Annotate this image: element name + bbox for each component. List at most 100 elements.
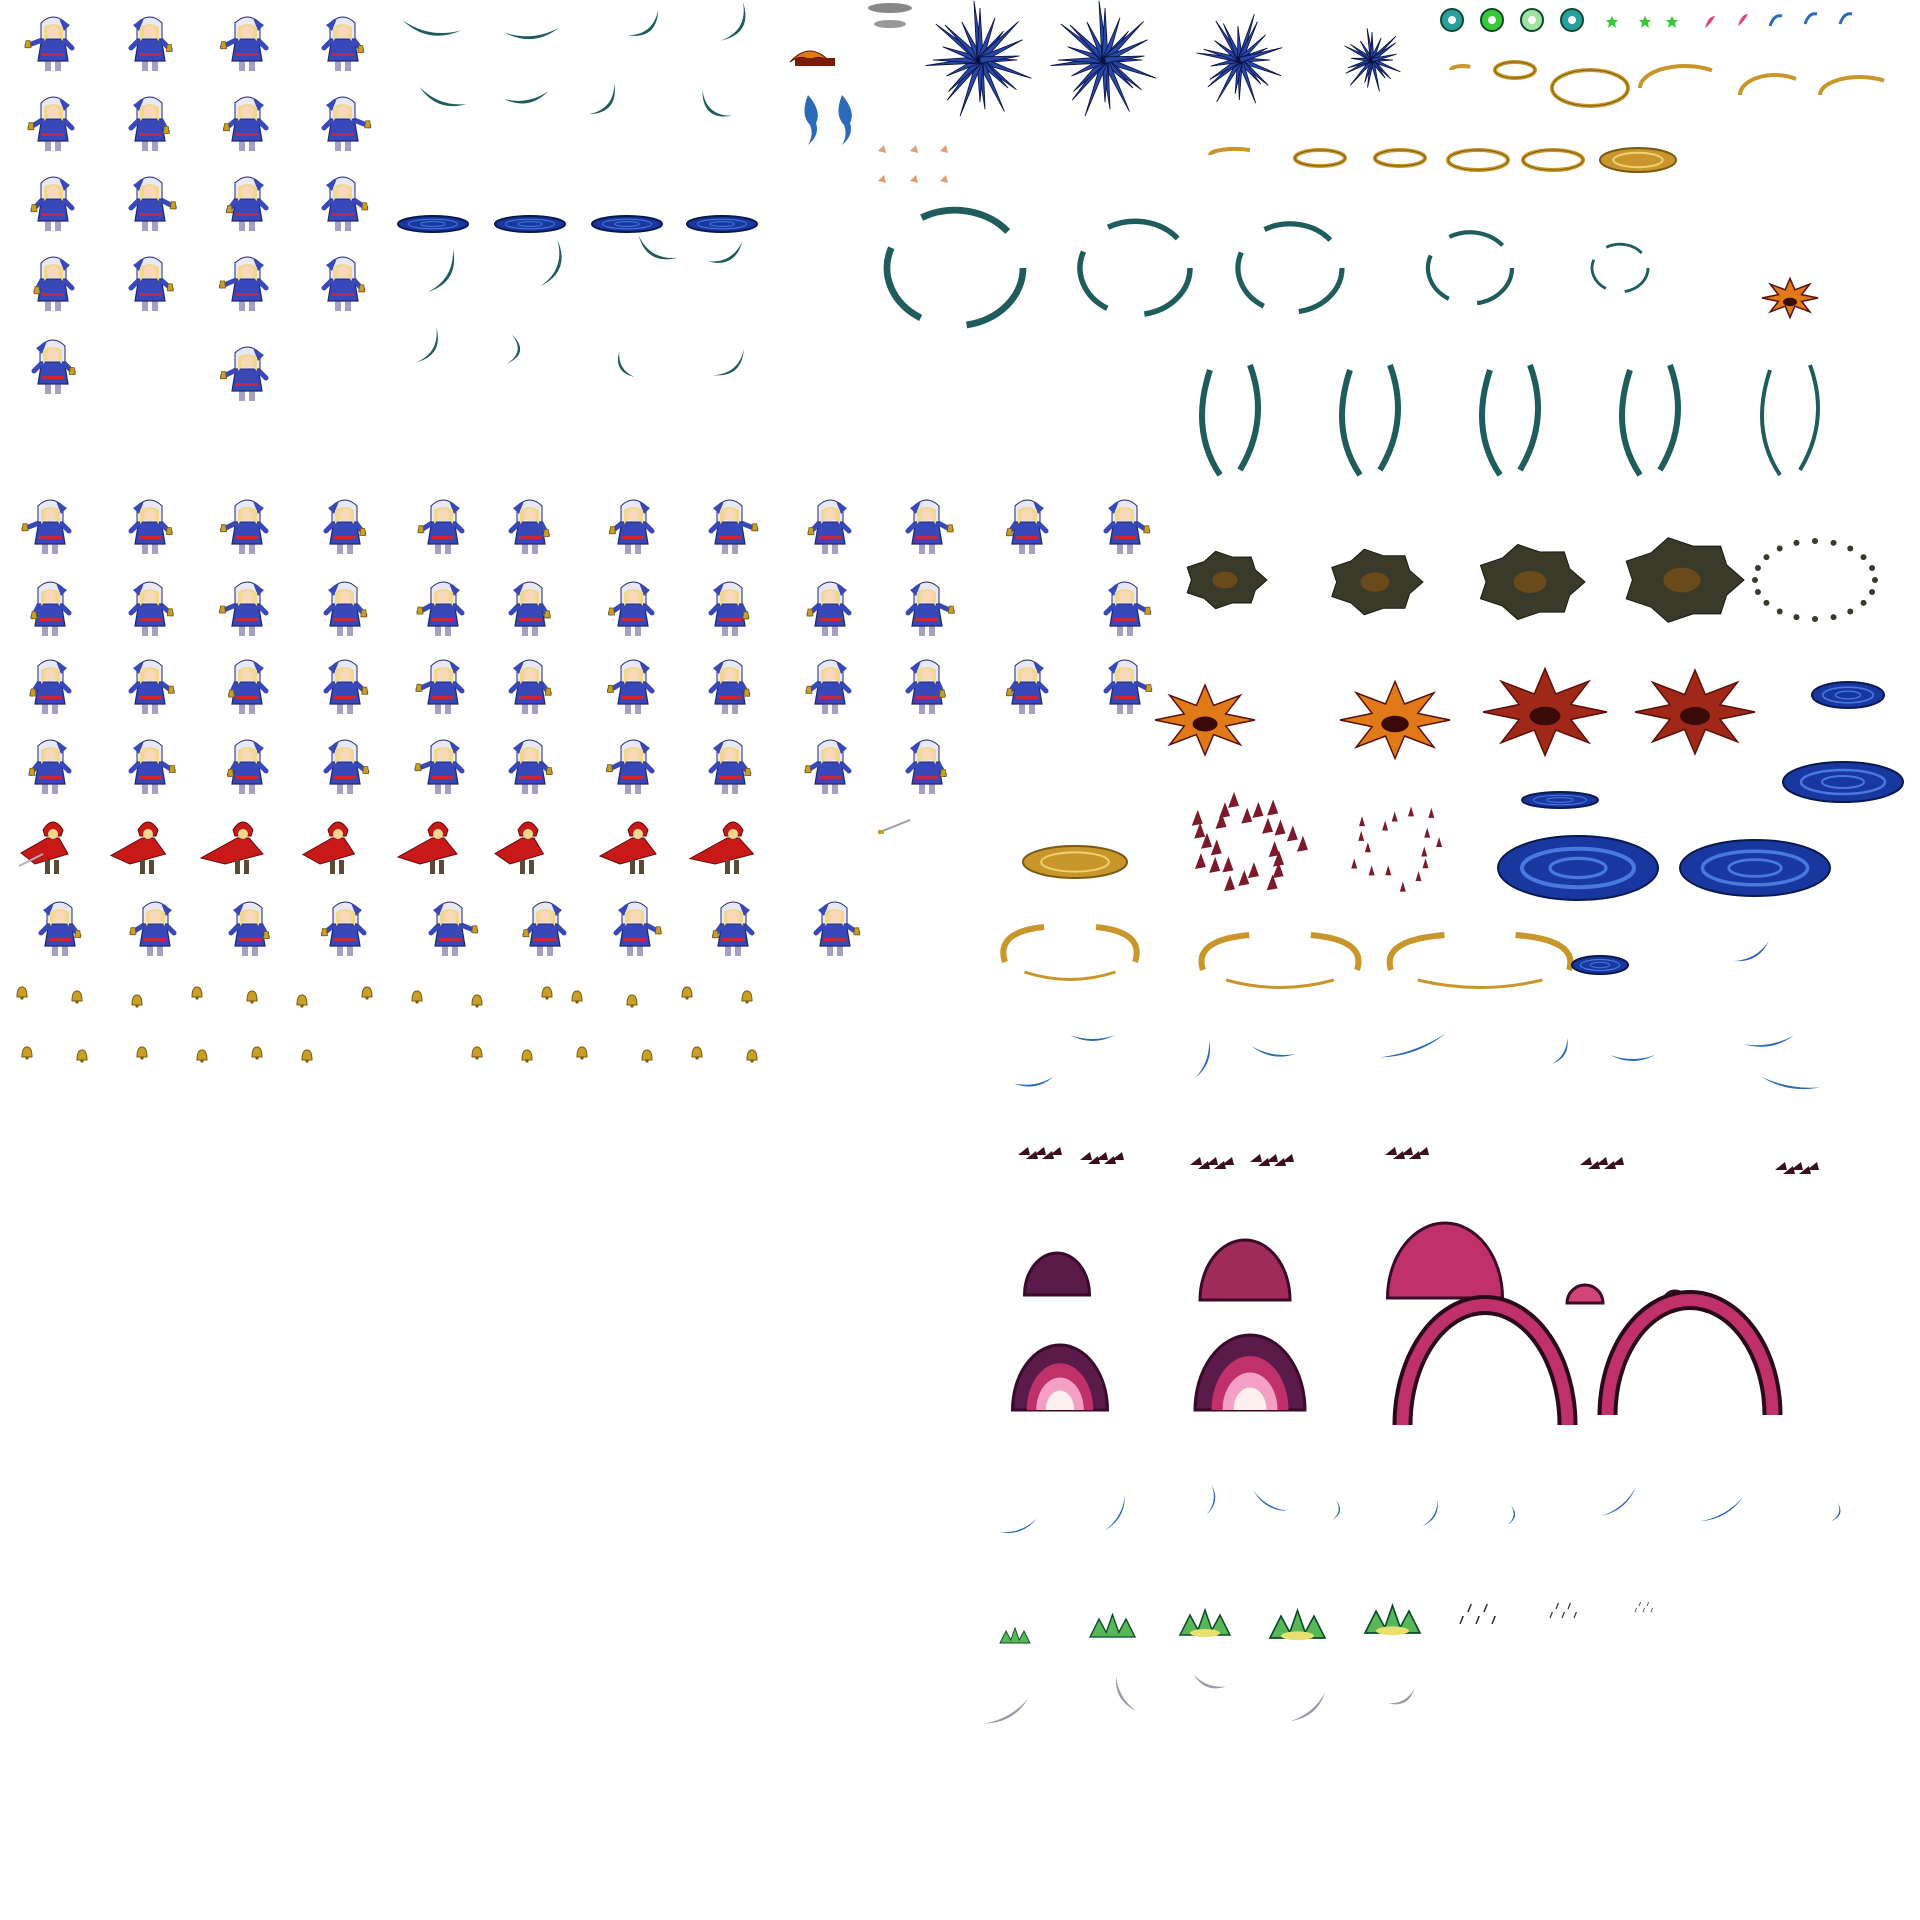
bell-item [21, 1046, 33, 1060]
teal-slash-fx [1590, 242, 1650, 293]
bell-item [16, 986, 28, 1000]
golden-ring-fx [1000, 924, 1140, 981]
dark-wisp-fx [1580, 1157, 1624, 1169]
teal-slash-fx [1479, 363, 1541, 477]
green-splash-fx [1549, 1602, 1577, 1619]
mage-sprite [708, 499, 759, 554]
mage-sprite [1103, 659, 1153, 714]
fire-burst-fx [1634, 668, 1756, 756]
smoke-cloud-fx [1186, 550, 1268, 610]
crystal-burst-fx [925, 0, 1032, 117]
bell-item [691, 1046, 703, 1060]
blue-arc-fx [1610, 1055, 1655, 1061]
mage-sprite [613, 901, 662, 956]
green-orb-icon [1520, 8, 1544, 32]
dark-wisp-fx [1080, 1152, 1124, 1164]
blue-arc-fx [1507, 1505, 1516, 1525]
mage-sprite [219, 256, 269, 311]
teal-slash-fx [617, 351, 635, 377]
bell-item [246, 990, 258, 1004]
green-splash-fx [1268, 1608, 1327, 1641]
bell-item [296, 994, 308, 1008]
golden-ring-fx [1386, 932, 1574, 989]
dark-wisp-fx [1775, 1162, 1819, 1174]
teal-slash-fx [402, 19, 462, 36]
mage-sprite [128, 256, 174, 311]
mage-sprite [1006, 659, 1049, 714]
golden-ring-fx [1521, 148, 1585, 172]
golden-ring-fx [1550, 68, 1630, 108]
smoke-cloud-fx [1479, 543, 1586, 621]
mage-sprite [708, 739, 752, 794]
teal-slash-fx [638, 235, 678, 260]
blue-arc-fx [1744, 1035, 1794, 1047]
mage-sprite [30, 176, 75, 231]
red-swordsman-sprite [301, 821, 356, 874]
vortex-disc-fx [1521, 791, 1599, 809]
mage-sprite [219, 581, 269, 636]
teal-slash-fx [720, 1, 746, 41]
teal-slash-fx [419, 86, 467, 107]
bell-item [76, 1049, 88, 1063]
fire-burst-fx [1482, 666, 1608, 758]
blue-arc-fx [999, 1518, 1037, 1534]
blue-arc-fx [1422, 1500, 1438, 1526]
mage-sprite [416, 581, 465, 636]
teal-slash-fx [1235, 221, 1345, 315]
bell-item [571, 990, 583, 1004]
feather-icon [1705, 16, 1715, 28]
mage-sprite [321, 901, 367, 956]
dark-wisp-fx [1190, 1157, 1234, 1169]
teal-slash-fx [1619, 363, 1681, 477]
mage-sprite [128, 96, 170, 151]
mage-sprite [508, 581, 551, 636]
bell-item [626, 994, 638, 1008]
mage-sprite [712, 901, 755, 956]
ember-fx [910, 145, 918, 153]
ember-fx [789, 50, 835, 66]
golden-ring-fx [1599, 147, 1677, 173]
pink-dome-fx [1565, 1283, 1605, 1305]
mage-sprite [708, 581, 750, 636]
teal-slash-fx [416, 327, 438, 363]
teal-slash-fx [540, 239, 562, 287]
teal-slash-fx [504, 27, 560, 40]
vortex-disc-fx [1782, 761, 1904, 803]
mage-sprite [708, 659, 751, 714]
fire-burst-fx [1154, 683, 1256, 757]
mage-sprite [414, 739, 465, 794]
green-orb-icon [1480, 8, 1504, 32]
golden-ring-fx [1208, 147, 1251, 156]
teal-slash-fx [702, 89, 734, 117]
red-swordsman-sprite [688, 821, 755, 874]
mage-sprite [508, 659, 552, 714]
blue-arc-fx [1195, 1040, 1211, 1078]
star-icon [1606, 16, 1618, 28]
red-swordsman-sprite [396, 821, 458, 874]
golden-ring-fx [1818, 75, 1885, 96]
bell-item [301, 1049, 313, 1063]
red-swordsman-sprite [598, 821, 657, 874]
feather-icon [1738, 14, 1748, 26]
vortex-disc-fx [1571, 955, 1629, 975]
dark-wisp-fx [1385, 1147, 1429, 1159]
green-splash-fx [1363, 1603, 1422, 1636]
vortex-disc-fx [397, 215, 469, 233]
pink-arch-fx [1392, 1295, 1578, 1426]
teal-slash-fx [883, 206, 1027, 329]
bell-item [741, 990, 753, 1004]
golden-ring-fx [1638, 64, 1713, 89]
vortex-disc-fx [686, 215, 758, 233]
teal-slash-fx [713, 349, 744, 376]
blue-arc-fx [1552, 1038, 1568, 1064]
mage-sprite [128, 499, 173, 554]
golden-ring-fx [1022, 845, 1128, 879]
vortex-disc-fx [494, 215, 566, 233]
mage-sprite [24, 16, 75, 71]
teal-slash-fx [506, 334, 520, 364]
blue-arc-fx [1601, 1486, 1636, 1516]
mage-sprite [428, 901, 479, 956]
bell-item [681, 986, 693, 1000]
teal-slash-fx [427, 248, 455, 293]
